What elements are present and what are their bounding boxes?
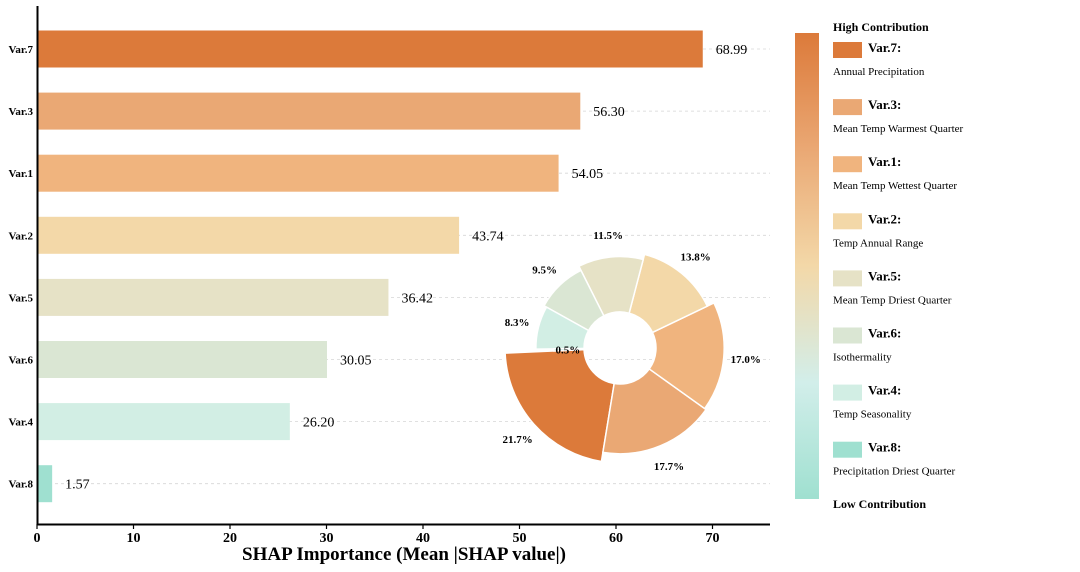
- legend-var-name: Var.2:: [868, 211, 901, 226]
- y-tick-label: Var.8: [8, 479, 33, 491]
- legend-description: Mean Temp Wettest Quarter: [833, 180, 957, 192]
- bar-value-label: 26.20: [303, 416, 335, 431]
- legend-swatch-var7: [833, 42, 862, 58]
- x-tick-label: 70: [706, 531, 720, 546]
- legend-swatch-var5: [833, 270, 862, 287]
- x-tick-label: 20: [223, 531, 237, 546]
- legend-description: Isothermality: [833, 352, 892, 364]
- donut-slice-var7: [504, 348, 616, 463]
- donut-slice-var8: [553, 347, 585, 352]
- legend-description: Mean Temp Driest Quarter: [833, 294, 952, 306]
- donut-slice-var2: [628, 253, 709, 334]
- y-tick-label: Var.5: [8, 292, 33, 304]
- axes: SHAP Importance (Mean |SHAP value|) 0 10 2…: [34, 6, 770, 565]
- bar-var7: [38, 30, 703, 68]
- inset-donut-chart: 21.7% 17.7% 17.0% 13.8% 11.5% 9.5% 8.3% 0.5%: [502, 230, 760, 473]
- legend: High Contribution Low Contribution Var.7…: [795, 20, 964, 511]
- donut-slice-label: 17.0%: [731, 354, 761, 366]
- legend-var-name: Var.8:: [868, 440, 901, 455]
- y-tick-label: Var.1: [8, 168, 33, 180]
- bar-value-label: 68.99: [716, 43, 748, 58]
- bar-var5: [38, 278, 389, 316]
- bar-var3: [38, 92, 581, 130]
- colorbar-high-label: High Contribution: [833, 20, 929, 34]
- x-tick-label: 10: [127, 531, 141, 546]
- legend-swatch-var8: [833, 441, 862, 458]
- bar-var8: [38, 465, 53, 503]
- donut-slice-label: 8.3%: [505, 317, 530, 329]
- legend-var-name: Var.4:: [868, 383, 901, 398]
- y-tick-label: Var.2: [8, 230, 33, 242]
- bar-value-label: 43.74: [472, 229, 504, 244]
- donut-slice-var1: [648, 301, 725, 410]
- donut-slice-var6: [543, 269, 605, 332]
- legend-description: Precipitation Driest Quarter: [833, 466, 956, 478]
- donut-slice-label: 11.5%: [593, 230, 623, 242]
- legend-description: Annual Precipitation: [833, 66, 925, 78]
- legend-swatch-var1: [833, 156, 862, 173]
- donut-slice-label: 17.7%: [654, 461, 684, 473]
- bar-var6: [38, 341, 327, 378]
- legend-swatch-var2: [833, 213, 862, 230]
- legend-var-name: Var.7:: [868, 40, 901, 55]
- legend-description: Temp Seasonality: [833, 409, 912, 421]
- bar-value-label: 30.05: [340, 354, 372, 369]
- bar-var4: [38, 403, 290, 441]
- donut-slice-label: 21.7%: [502, 434, 532, 446]
- y-tick-label: Var.4: [8, 417, 33, 429]
- donut-slice-var5: [577, 255, 645, 317]
- donut-slice-label: 9.5%: [532, 264, 557, 276]
- legend-var-name: Var.1:: [868, 154, 901, 169]
- legend-swatch-var4: [833, 384, 862, 401]
- y-tick-label: Var.7: [8, 44, 33, 56]
- donut-slice-label: 13.8%: [681, 251, 711, 263]
- donut-slice-var4: [535, 306, 590, 350]
- colorbar-low-label: Low Contribution: [833, 497, 926, 511]
- x-tick-label: 50: [513, 531, 527, 546]
- donut-slice-var3: [602, 367, 708, 455]
- bar-value-label: 56.30: [593, 105, 625, 120]
- colorbar: [795, 33, 819, 499]
- y-tick-label: Var.6: [8, 355, 33, 367]
- bar-value-label: 36.42: [401, 291, 433, 306]
- legend-description: Mean Temp Warmest Quarter: [833, 123, 964, 135]
- x-axis-title: SHAP Importance (Mean |SHAP value|): [242, 544, 566, 565]
- x-tick-label: 40: [416, 531, 430, 546]
- legend-description: Temp Annual Range: [833, 237, 923, 249]
- legend-swatch-var3: [833, 99, 862, 116]
- legend-swatch-var6: [833, 327, 862, 344]
- bars: Var.7 68.99 Var.3 56.30 Var.1 54.05 Var.2 43.74…: [8, 30, 748, 503]
- bar-var1: [38, 154, 559, 192]
- legend-var-name: Var.3:: [868, 97, 901, 112]
- donut-slice-label: 0.5%: [555, 345, 580, 357]
- legend-var-name: Var.5:: [868, 268, 901, 283]
- legend-var-name: Var.6:: [868, 326, 901, 341]
- bar-var2: [38, 216, 460, 254]
- x-tick-label: 30: [320, 531, 334, 546]
- bar-value-label: 54.05: [572, 167, 604, 182]
- y-tick-label: Var.3: [8, 106, 33, 118]
- x-tick-label: 60: [609, 531, 623, 546]
- bar-value-label: 1.57: [65, 478, 90, 493]
- x-tick-label: 0: [34, 531, 41, 546]
